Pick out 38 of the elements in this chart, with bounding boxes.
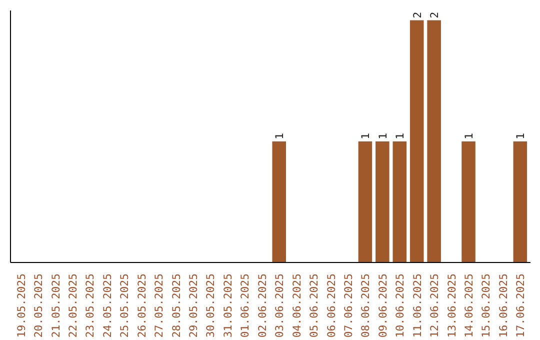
data-label: 1 xyxy=(273,132,286,140)
x-tick-label: 16.06.2025 xyxy=(496,274,510,338)
x-tick-label: 04.06.2025 xyxy=(290,274,304,338)
x-tick-label: 14.06.2025 xyxy=(462,274,476,338)
data-label: 1 xyxy=(359,132,372,140)
x-tick-label: 22.05.2025 xyxy=(66,274,80,338)
x-tick-label: 12.06.2025 xyxy=(428,274,442,338)
x-tick-label: 28.05.2025 xyxy=(170,274,183,338)
x-tick-label: 10.06.2025 xyxy=(394,274,407,338)
data-label: 1 xyxy=(462,132,476,140)
x-tick-label: 29.05.2025 xyxy=(187,274,200,338)
x-tick-label: 08.06.2025 xyxy=(359,274,372,338)
data-label: 1 xyxy=(394,132,407,140)
x-tick-label: 11.06.2025 xyxy=(410,274,424,338)
x-tick-label: 25.05.2025 xyxy=(118,274,132,338)
x-tick-label: 09.06.2025 xyxy=(376,274,390,338)
x-tick-label: 24.05.2025 xyxy=(100,274,114,338)
x-tick-label: 01.06.2025 xyxy=(238,274,252,338)
data-label: 1 xyxy=(376,132,390,140)
x-tick-label: 27.05.2025 xyxy=(152,274,166,338)
x-tick-label: 21.05.2025 xyxy=(49,274,62,338)
x-tick-label: 30.05.2025 xyxy=(204,274,218,338)
x-tick-label: 15.06.2025 xyxy=(480,274,493,338)
x-tick-label: 20.05.2025 xyxy=(32,274,46,338)
x-tick-label: 23.05.2025 xyxy=(84,274,97,338)
x-tick-label: 06.06.2025 xyxy=(324,274,338,338)
x-tick-label: 02.06.2025 xyxy=(256,274,269,338)
x-tick-label: 07.06.2025 xyxy=(342,274,355,338)
data-label: 2 xyxy=(428,12,442,18)
x-tick-label: 26.05.2025 xyxy=(135,274,148,338)
data-label: 2 xyxy=(410,12,424,18)
x-tick-label: 03.06.2025 xyxy=(273,274,286,338)
x-tick-label: 13.06.2025 xyxy=(445,274,458,338)
x-tick-label: 31.05.2025 xyxy=(221,274,234,338)
x-tick-label: 05.06.2025 xyxy=(308,274,321,338)
x-tick-label: 17.06.2025 xyxy=(514,274,528,338)
data-label: 1 xyxy=(514,132,528,140)
x-tick-label: 19.05.2025 xyxy=(14,274,28,338)
